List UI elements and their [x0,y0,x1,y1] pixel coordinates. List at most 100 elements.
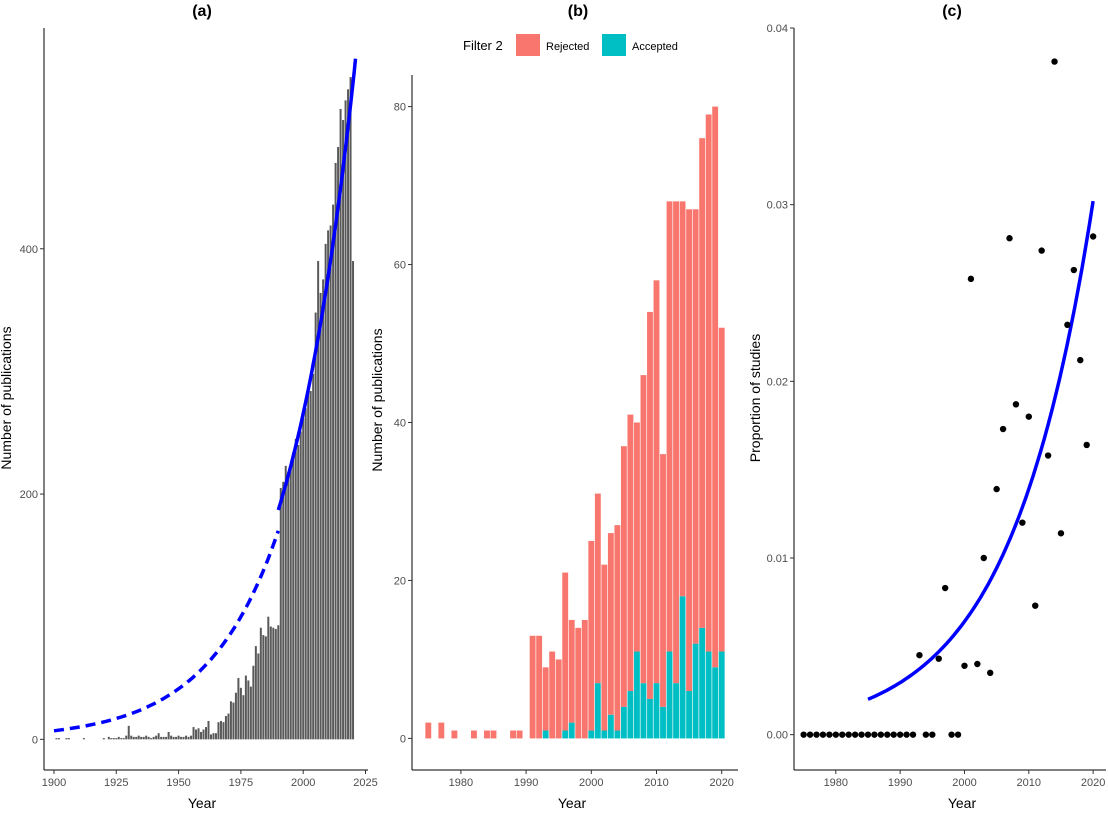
y-tick-label: 0.02 [767,376,788,388]
bar-rejected [510,730,516,739]
bar [352,261,355,740]
bar-accepted [614,730,621,739]
data-point [800,731,807,738]
bar [337,146,340,740]
data-point [1019,519,1026,526]
bar [254,646,257,740]
y-tick-label: 200 [20,489,38,501]
bar [55,738,58,740]
bar-accepted [542,730,549,739]
data-point [1057,530,1065,537]
bar [284,465,287,740]
bar-accepted [640,683,647,739]
x-tick-label: 1980 [449,777,473,789]
bar-rejected [673,201,679,684]
bar-rejected [627,414,634,692]
y-tick-label: 40 [394,418,406,430]
bar [209,734,212,740]
bar [132,736,135,740]
bar-rejected [490,730,497,739]
panel-b-title: (b) [568,3,588,20]
bar [259,627,262,740]
bar [264,636,267,740]
bar [57,738,60,740]
panel-b-y-label: Number of publications [369,328,385,471]
data-point [1025,413,1033,420]
data-point [826,731,833,738]
panel-a-y-ticks: 0 200 400 [20,244,44,746]
legend-accepted-label: Accepted [632,41,678,53]
bar-rejected [614,525,621,731]
bar-accepted [607,714,614,739]
panel-c-fit [867,200,1095,701]
x-tick-label: 2000 [291,777,315,789]
bar [219,720,222,740]
bar-rejected [594,493,601,684]
bar [137,735,140,740]
bar [162,736,165,740]
bar [322,279,325,740]
bar [197,728,200,740]
bar [319,292,322,740]
bar-rejected [712,106,719,668]
bar [244,675,247,740]
bar-accepted [712,667,719,739]
data-point [1044,452,1052,459]
bar-rejected [536,635,543,739]
bar [147,736,150,740]
panel-c-points [800,58,1097,738]
bar [309,391,312,740]
bar-rejected [575,627,582,739]
bar [157,733,160,740]
bar-accepted [692,643,699,739]
data-point [884,731,891,738]
legend-rejected-swatch [516,34,540,56]
bar [152,736,155,740]
bar [150,738,153,740]
bar [269,626,272,740]
y-tick-label: 0 [32,734,38,746]
data-point [961,662,968,669]
bar [304,408,307,740]
data-point [1032,602,1039,609]
bar-rejected [705,114,712,652]
data-point [993,485,1000,493]
bar [317,261,320,740]
bar-rejected [542,667,549,731]
bar-accepted [588,730,595,739]
bar [302,418,305,740]
bar [222,722,225,740]
x-tick-label: 1950 [166,777,190,789]
bar-rejected [640,375,647,684]
bar-rejected [562,572,569,731]
panel-b-legend: Filter 2 Rejected Accepted [463,34,678,56]
bar [314,312,317,740]
fit-line-solid [276,58,358,511]
panel-a-y-label: Number of publications [0,326,14,469]
data-point [954,731,962,738]
data-point [929,731,936,738]
bar-rejected [699,138,706,628]
bar [82,738,85,740]
bar [160,736,163,740]
data-point [922,731,930,738]
y-tick-label: 0 [400,733,406,745]
data-point [909,731,917,738]
bar-accepted [568,722,575,739]
x-tick-label: 2025 [353,777,377,789]
bar [267,616,270,740]
bar [190,735,193,740]
bar-rejected [425,722,432,739]
fit-line [867,200,1095,701]
bar-rejected [588,540,595,731]
data-point [845,731,852,738]
data-point [1083,441,1090,449]
bar-rejected [438,722,445,739]
bar-rejected [555,659,562,739]
data-point [987,669,994,677]
bar [292,452,295,740]
bar-rejected [718,327,725,652]
data-point [903,731,910,738]
bar-rejected [660,454,666,707]
